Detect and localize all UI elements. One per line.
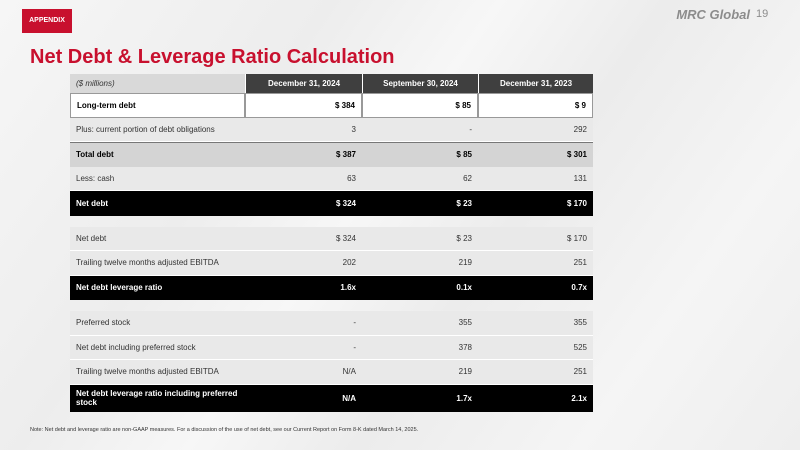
row-label: Total debt xyxy=(70,142,245,167)
cell-value: 63 xyxy=(245,166,362,191)
column-header: December 31, 2023 xyxy=(478,74,593,93)
cell-value: 2.1x xyxy=(478,384,593,412)
row-label: Plus: current portion of debt obligation… xyxy=(70,117,245,142)
cell-value: 219 xyxy=(362,251,478,276)
footnote: Note: Net debt and leverage ratio are no… xyxy=(30,427,419,433)
row-label: Preferred stock xyxy=(70,311,245,336)
section-tab: APPENDIX xyxy=(22,9,72,33)
cell-value: $ 23 xyxy=(362,226,478,251)
row-label: Trailing twelve months adjusted EBITDA xyxy=(70,251,245,276)
cell-value: 355 xyxy=(362,311,478,336)
cell-value: - xyxy=(362,117,478,142)
page-number: 19 xyxy=(756,8,769,20)
cell-value: 292 xyxy=(478,117,593,142)
cell-value: N/A xyxy=(245,384,362,412)
slide-title: Net Debt & Leverage Ratio Calculation xyxy=(30,46,395,68)
cell-value: 525 xyxy=(478,335,593,360)
row-label: Long-term debt xyxy=(70,93,245,118)
cell-value: 1.6x xyxy=(245,275,362,300)
cell-value: $ 384 xyxy=(245,93,362,118)
row-label: Less: cash xyxy=(70,166,245,191)
cell-value: $ 85 xyxy=(362,142,478,167)
cell-value: - xyxy=(245,311,362,336)
row-label: Net debt including preferred stock xyxy=(70,335,245,360)
cell-value: - xyxy=(245,335,362,360)
cell-value: 3 xyxy=(245,117,362,142)
cell-value: $ 170 xyxy=(478,191,593,216)
cell-value: 0.7x xyxy=(478,275,593,300)
cell-value: $ 85 xyxy=(362,93,478,118)
cell-value: 219 xyxy=(362,360,478,385)
cell-value: 355 xyxy=(478,311,593,336)
cell-value: 131 xyxy=(478,166,593,191)
cell-value: 62 xyxy=(362,166,478,191)
column-header: December 31, 2024 xyxy=(245,74,362,93)
logo: MRC Global xyxy=(676,7,750,22)
row-label: Net debt xyxy=(70,191,245,216)
cell-value: $ 9 xyxy=(478,93,593,118)
row-label: Net debt xyxy=(70,226,245,251)
row-label: Trailing twelve months adjusted EBITDA xyxy=(70,360,245,385)
cell-value: 251 xyxy=(478,251,593,276)
cell-value: $ 324 xyxy=(245,226,362,251)
cell-value: 0.1x xyxy=(362,275,478,300)
column-header: ($ millions) xyxy=(70,74,245,93)
cell-value: N/A xyxy=(245,360,362,385)
cell-value: 251 xyxy=(478,360,593,385)
cell-value: 378 xyxy=(362,335,478,360)
column-header: September 30, 2024 xyxy=(362,74,478,93)
cell-value: $ 387 xyxy=(245,142,362,167)
row-label: Net debt leverage ratio xyxy=(70,275,245,300)
cell-value: $ 170 xyxy=(478,226,593,251)
cell-value: $ 23 xyxy=(362,191,478,216)
cell-value: 1.7x xyxy=(362,384,478,412)
cell-value: $ 324 xyxy=(245,191,362,216)
cell-value: 202 xyxy=(245,251,362,276)
cell-value: $ 301 xyxy=(478,142,593,167)
row-label: Net debt leverage ratio including prefer… xyxy=(70,384,245,412)
